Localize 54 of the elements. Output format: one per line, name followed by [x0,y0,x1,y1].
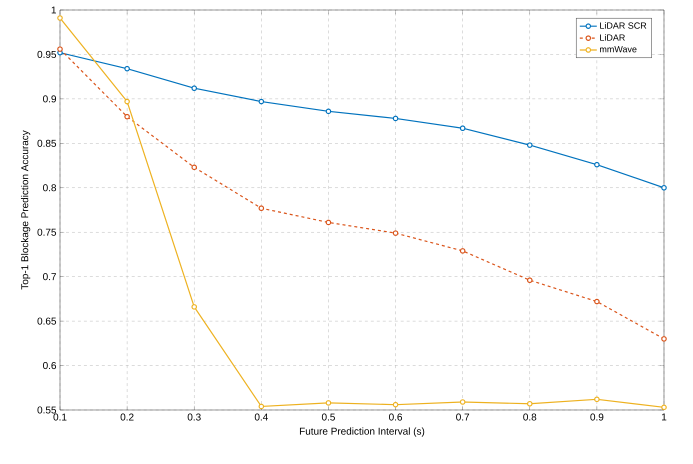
point [124,66,130,72]
y-tick-label: 0.8 [43,184,56,192]
point [661,184,667,191]
point [191,304,198,310]
point [594,162,600,168]
y-tick-label: 0.65 [37,318,56,325]
point [526,277,533,284]
point [460,399,466,405]
point [191,164,198,170]
point [57,46,63,52]
x-tick-label: 0.8 [523,414,536,421]
legend-label: mmWave [600,46,637,52]
point [526,142,533,148]
point [258,205,264,212]
point [191,85,198,92]
x-tick-label: 0.9 [590,414,604,421]
point [258,98,264,104]
x-tick-label: 0.5 [322,414,335,421]
point [392,230,398,236]
point [594,298,600,304]
x-tick-label: 0.1 [53,414,66,421]
x-tick-label: 0.7 [456,414,470,421]
point [460,248,466,254]
y-tick-label: 0.95 [37,50,56,58]
point [326,108,332,114]
y-tick-label: 0.85 [37,140,56,147]
x-tick-label: 0.2 [120,414,134,421]
point [594,396,600,402]
legend-label: LiDAR SCR [600,22,646,29]
point [661,336,667,342]
x-tick-label: 0.6 [389,414,402,421]
x-tick-label: 1 [662,414,666,420]
y-tick-label: 0.75 [37,228,56,236]
y-tick-label: 0.55 [37,406,56,414]
y-tick-label: 0.9 [43,95,56,102]
legend-label: LiDAR [600,34,625,41]
point [526,400,533,407]
y-axis-title: Top-1 Blockage Prediction Accuracy [20,130,30,290]
point [57,15,63,21]
point [124,114,130,120]
y-tick-label: 0.6 [43,362,56,370]
y-tick-label: 0.7 [43,273,56,280]
point [460,125,466,132]
point [392,116,398,122]
x-tick-label: 0.4 [254,414,268,421]
point [392,402,398,408]
x-axis-title: Future Prediction Interval (s) [300,427,424,437]
point [124,98,130,104]
y-tick-label: 1 [52,6,56,14]
point [326,220,332,226]
point [326,400,332,406]
point [258,404,264,410]
x-tick-label: 0.3 [188,414,201,421]
point [661,404,667,410]
